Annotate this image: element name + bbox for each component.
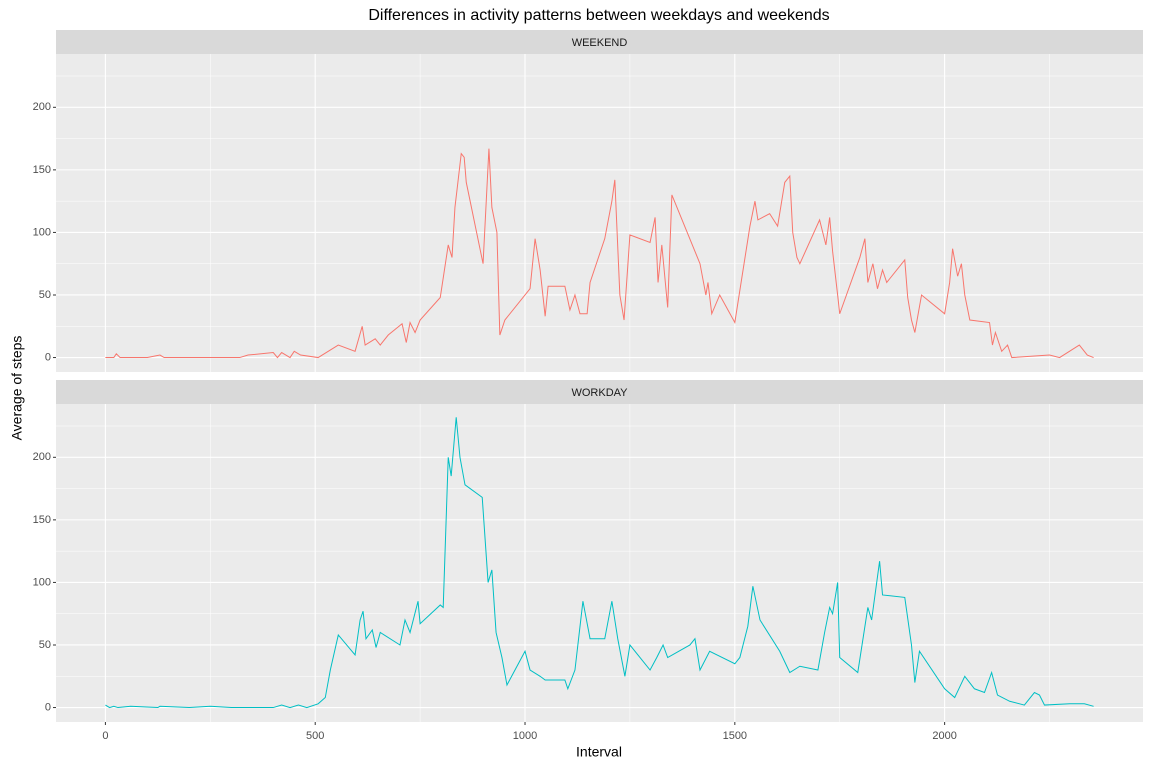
x-tick-label: 1000	[513, 730, 537, 742]
panel-background	[56, 404, 1143, 722]
strip-background	[56, 380, 1143, 404]
x-tick-label: 0	[102, 730, 108, 742]
data-line	[105, 417, 1094, 709]
y-tick-label: 0	[45, 351, 51, 363]
y-tick-label: 200	[33, 451, 51, 463]
strip-label: WORKDAY	[571, 387, 628, 399]
strip-background	[56, 30, 1143, 54]
y-tick-label: 0	[45, 701, 51, 713]
data-line	[105, 148, 1094, 359]
y-tick-label: 150	[33, 514, 51, 526]
strip-label: WEEKEND	[572, 37, 628, 49]
y-tick-label: 150	[33, 164, 51, 176]
x-tick-label: 1500	[723, 730, 747, 742]
y-tick-label: 50	[39, 289, 51, 301]
y-tick-label: 100	[33, 576, 51, 588]
y-tick-label: 50	[39, 639, 51, 651]
x-axis-label: Interval	[576, 744, 622, 760]
y-tick-label: 200	[33, 101, 51, 113]
y-axis-label: Average of steps	[9, 336, 25, 441]
y-tick-label: 100	[33, 226, 51, 238]
panel-background	[56, 54, 1143, 372]
x-tick-label: 500	[306, 730, 324, 742]
x-tick-label: 2000	[932, 730, 956, 742]
chart-title: Differences in activity patterns between…	[368, 7, 829, 24]
